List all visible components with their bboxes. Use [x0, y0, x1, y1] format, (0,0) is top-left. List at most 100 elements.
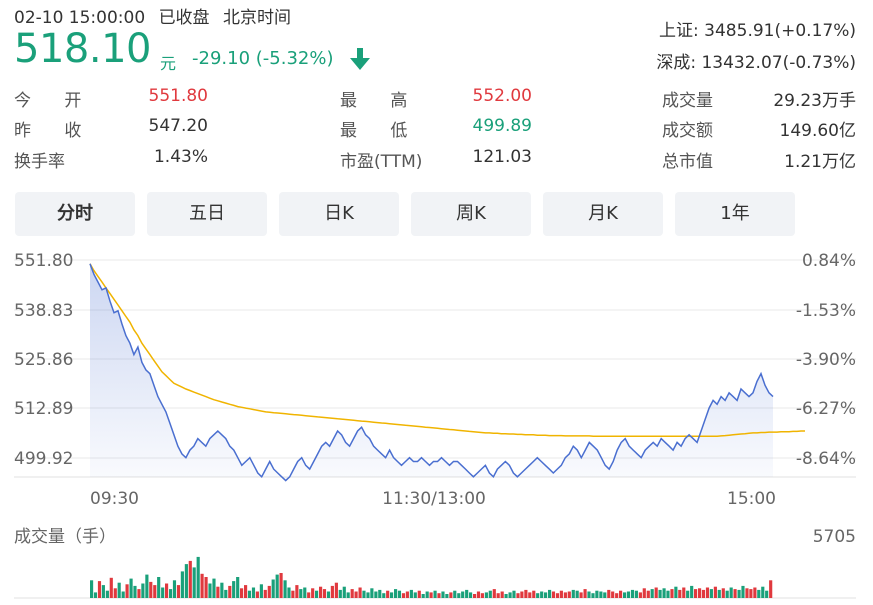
volume-bar-108 [516, 593, 520, 598]
volume-bar-6 [113, 588, 117, 598]
amount-label: 成交额 [662, 121, 713, 141]
y-tick-price-3: 512.89 [14, 399, 73, 419]
volume-bar-42 [255, 591, 259, 598]
volume-bar-80 [405, 591, 409, 598]
volume-bar-105 [504, 594, 508, 598]
volume-bar-14 [145, 574, 149, 598]
down-arrow-icon [350, 48, 370, 70]
tab-five-day[interactable]: 五日 [147, 192, 267, 236]
volume-bar-15 [149, 581, 153, 598]
volume-bar-125 [583, 589, 587, 598]
volume-bar-152 [690, 585, 694, 598]
y-tick-percent-2: -3.90% [796, 350, 856, 370]
volume-bar-63 [338, 589, 342, 598]
volume-bar-130 [603, 592, 607, 598]
volume-bar-2 [97, 581, 102, 598]
volume-bar-148 [674, 586, 678, 598]
volume-bar-110 [524, 589, 528, 598]
tab-daily-k[interactable]: 日K [279, 192, 399, 236]
y-tick-price-0: 551.80 [14, 251, 73, 271]
y-tick-percent-1: -1.53% [796, 301, 856, 321]
volume-bar-76 [390, 592, 394, 598]
turnover-label: 换手率 [14, 152, 65, 172]
volume-bar-36 [232, 581, 236, 598]
volume-bar-170 [761, 586, 765, 598]
low-label: 最 低 [340, 121, 422, 141]
volume-bar-100 [484, 592, 488, 598]
volume-bar-53 [299, 589, 303, 598]
volume-bar-92 [453, 590, 457, 598]
volume-bar-13 [141, 583, 145, 598]
volume-bar-141 [646, 590, 650, 598]
volume-bar-138 [634, 590, 638, 598]
volume-bar-26 [192, 567, 196, 598]
volume-bar-84 [421, 594, 425, 598]
volume-bar-24 [184, 564, 188, 598]
volume-bar-153 [694, 589, 698, 598]
status-time: 02-10 15:00:00 [14, 8, 146, 28]
volume-bar-19 [165, 583, 169, 598]
volume-bar-91 [449, 592, 453, 598]
volume-bar-21 [172, 580, 177, 598]
tab-intraday[interactable]: 分时 [15, 192, 135, 236]
volume-label: 成交量 [662, 91, 713, 111]
volume-bar-62 [334, 582, 338, 598]
volume-bar-158 [713, 586, 717, 598]
volume-bar-25 [188, 560, 192, 598]
volume-bar-131 [607, 589, 611, 598]
volume-bar-51 [291, 590, 295, 598]
volume-bar-119 [559, 590, 563, 598]
volume-bar-39 [244, 585, 248, 598]
volume-bar-27 [196, 556, 200, 598]
y-tick-percent-0: 0.84% [802, 251, 856, 271]
volume-bar-64 [342, 586, 346, 598]
volume-bar-88 [437, 593, 441, 598]
volume-bar-77 [394, 589, 398, 598]
volume-bar-95 [465, 589, 469, 598]
volume-bar-165 [741, 585, 745, 598]
volume-bar-46 [271, 579, 275, 598]
volume-bar-31 [212, 578, 216, 598]
volume-bar-96 [469, 592, 473, 598]
volume-bar-143 [654, 587, 658, 598]
volume-bar-117 [551, 591, 556, 598]
tab-monthly-k[interactable]: 月K [543, 192, 663, 236]
volume-bar-94 [461, 591, 465, 598]
volume-bar-44 [263, 589, 267, 598]
volume-bar-142 [650, 589, 654, 598]
volume-bar-164 [737, 589, 741, 598]
pe-label: 市盈(TTM) [340, 152, 423, 172]
volume-bar-113 [536, 593, 540, 598]
volume-bar-45 [267, 585, 271, 598]
volume-bar-5 [109, 577, 113, 598]
volume-bar-135 [623, 592, 627, 598]
volume-bar-90 [445, 594, 449, 598]
volume-bar-43 [259, 584, 263, 598]
current-price: 518.10 [14, 26, 151, 72]
volume-bar-134 [619, 590, 623, 598]
volume-bar-160 [721, 588, 725, 598]
volume-bar-9 [125, 584, 129, 598]
prev-close-label: 昨 收 [14, 121, 96, 141]
volume-bar-11 [133, 585, 137, 598]
volume-bar-54 [303, 587, 307, 598]
tab-one-year[interactable]: 1年 [675, 192, 795, 236]
volume-bar-163 [733, 589, 737, 598]
volume-bar-68 [358, 587, 362, 598]
volume-bar-87 [433, 590, 437, 598]
volume-bar-49 [283, 580, 287, 598]
turnover-value: 1.43% [153, 147, 208, 167]
volume-bar-166 [745, 588, 749, 598]
volume-bar-72 [374, 591, 378, 598]
index-shenzhen: 深成: 13432.07(-0.73%) [656, 53, 856, 73]
volume-bar-18 [161, 587, 165, 598]
volume-bar-74 [382, 593, 386, 598]
volume-bar-106 [508, 592, 512, 598]
volume-bar-56 [311, 588, 315, 598]
volume-bar-159 [717, 589, 721, 598]
volume-bar-55 [307, 592, 311, 598]
volume-chart-title: 成交量（手） [14, 527, 116, 547]
tab-weekly-k[interactable]: 周K [411, 192, 531, 236]
volume-bar-140 [642, 588, 646, 598]
